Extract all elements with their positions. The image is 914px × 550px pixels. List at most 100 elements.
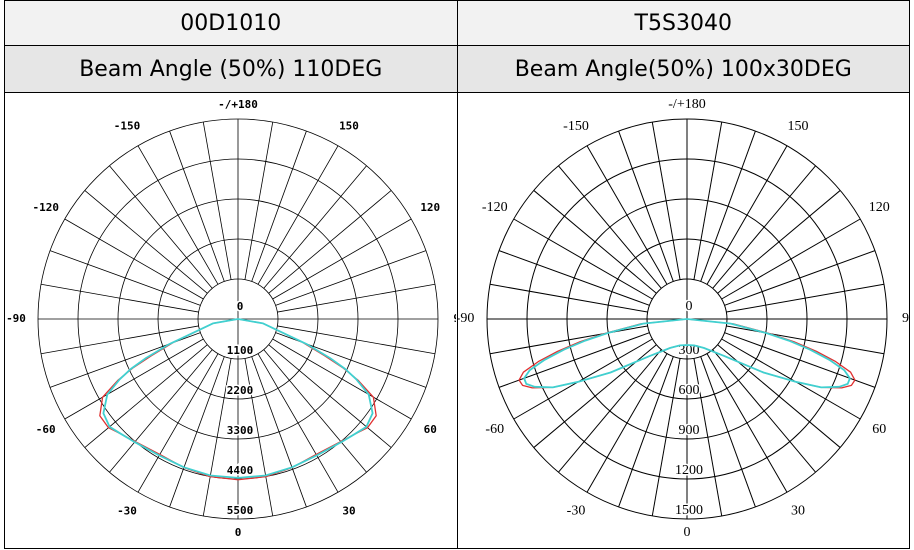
- radial-tick-label: 0: [237, 300, 244, 313]
- angle-label: 150: [787, 118, 808, 133]
- grid-spoke: [84, 189, 208, 294]
- angle-label: -60: [485, 422, 504, 437]
- grid-spoke: [699, 130, 756, 282]
- grid-spoke: [716, 189, 841, 294]
- grid-spoke: [532, 189, 657, 294]
- angle-label: 60: [872, 422, 886, 437]
- intensity-curve-curve_b: [102, 317, 374, 479]
- grid-spoke: [651, 121, 681, 280]
- grid-spoke: [251, 130, 307, 282]
- angle-label: 90: [902, 311, 909, 326]
- grid-spoke: [617, 355, 674, 507]
- angle-label: 150: [339, 119, 359, 132]
- angle-label: -150: [563, 118, 589, 133]
- grid-spoke: [706, 145, 787, 285]
- model-header-1: 00D1010: [4, 0, 458, 46]
- grid-spoke: [137, 145, 219, 285]
- grid-spoke: [513, 218, 653, 299]
- angle-label: 30: [791, 503, 805, 518]
- grid-spoke: [692, 357, 722, 516]
- grid-spoke: [720, 338, 860, 419]
- grid-spoke: [169, 355, 225, 507]
- grid-spoke: [651, 357, 681, 516]
- grid-spoke: [277, 325, 436, 354]
- beam-angle-2: Beam Angle(50%) 100x30DEG: [456, 45, 910, 93]
- grid-spoke: [498, 331, 650, 388]
- radial-tick-label: 5500: [227, 504, 254, 517]
- angle-label: -30: [117, 504, 137, 517]
- angle-label: 0: [683, 525, 690, 540]
- radial-tick-label: 2200: [227, 384, 254, 397]
- grid-spoke: [586, 352, 667, 492]
- grid-spoke: [64, 218, 204, 299]
- grid-spoke: [109, 165, 213, 289]
- angle-label: -90: [458, 311, 474, 326]
- grid-spoke: [699, 355, 756, 507]
- polar-grid: [486, 118, 887, 519]
- grid-spoke: [251, 355, 307, 507]
- grid-spoke: [49, 249, 201, 306]
- angle-label: 120: [420, 201, 440, 214]
- grid-spoke: [513, 338, 653, 419]
- grid-spoke: [244, 357, 274, 516]
- grid-spoke: [723, 331, 875, 388]
- grid-spoke: [40, 325, 199, 354]
- angle-label: 60: [424, 423, 437, 436]
- grid-spoke: [84, 343, 208, 448]
- grid-spoke: [489, 283, 648, 313]
- angle-label: 120: [868, 200, 889, 215]
- grid-spoke: [586, 145, 667, 285]
- grid-spoke: [137, 352, 219, 492]
- radial-tick-label: 1100: [227, 344, 254, 357]
- grid-spoke: [272, 218, 412, 299]
- grid-spoke: [169, 130, 225, 282]
- grid-spoke: [257, 352, 339, 492]
- grid-spoke: [711, 348, 816, 473]
- angle-label: -120: [32, 201, 59, 214]
- grid-spoke: [263, 165, 367, 289]
- grid-spoke: [64, 338, 204, 419]
- polar-chart-00D1010: 0 1100 2200 3300 4400 5500 -/+180 -150 150 -120 12…: [6, 98, 456, 539]
- grid-spoke: [263, 348, 367, 472]
- grid-spoke: [244, 121, 274, 280]
- grid-spoke: [272, 338, 412, 419]
- grid-spoke: [489, 324, 648, 354]
- polar-chart-T5S3040: 030060090012001500-/+180-150150-120120-9…: [458, 97, 909, 540]
- angle-label: -120: [481, 200, 507, 215]
- photometric-table: 00D1010 T5S3040 Beam Angle (50%) 110DEG …: [4, 0, 910, 549]
- grid-spoke: [498, 249, 650, 306]
- grid-spoke: [557, 348, 662, 473]
- beam-angle-1: Beam Angle (50%) 110DEG: [4, 45, 458, 93]
- grid-spoke: [725, 324, 884, 354]
- grid-spoke: [557, 164, 662, 289]
- angle-label: 90: [453, 312, 456, 325]
- radial-tick-label: 0: [685, 299, 692, 314]
- model-header-2: T5S3040: [456, 0, 910, 46]
- radial-tick-label: 1500: [675, 503, 703, 518]
- grid-spoke: [711, 164, 816, 289]
- grid-spoke: [617, 130, 674, 282]
- grid-spoke: [720, 218, 860, 299]
- grid-spoke: [692, 121, 722, 280]
- angle-label: -/+180: [668, 97, 705, 112]
- grid-spoke: [109, 348, 213, 472]
- grid-spoke: [257, 145, 339, 285]
- grid-spoke: [275, 249, 427, 306]
- intensity-curve-curve_b: [522, 317, 851, 388]
- grid-spoke: [202, 357, 232, 516]
- angle-label: -60: [36, 423, 56, 436]
- angle-label: -/+180: [218, 98, 258, 111]
- grid-spoke: [725, 283, 884, 313]
- radial-tick-label: 600: [678, 383, 699, 398]
- grid-spoke: [268, 189, 392, 294]
- radial-tick-label: 1200: [675, 463, 703, 478]
- radial-tick-label: 4400: [227, 464, 254, 477]
- polar-cell-1: 0 1100 2200 3300 4400 5500 -/+180 -150 150 -120 12…: [4, 92, 458, 549]
- angle-label: 30: [342, 504, 355, 517]
- grid-spoke: [706, 352, 787, 492]
- grid-spoke: [723, 249, 875, 306]
- angle-label: -150: [114, 119, 141, 132]
- radial-tick-label: 3300: [227, 424, 254, 437]
- angle-label: -90: [6, 312, 26, 325]
- grid-spoke: [40, 283, 199, 312]
